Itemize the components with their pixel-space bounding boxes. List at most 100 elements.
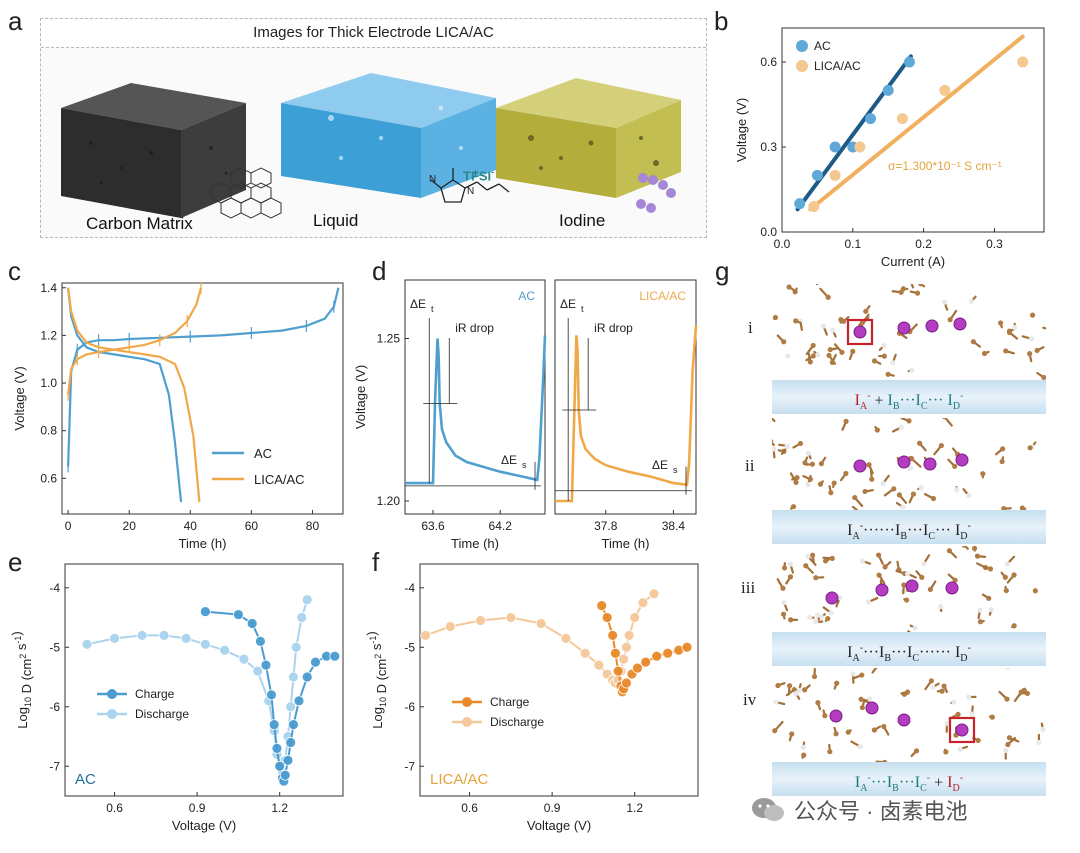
data-point xyxy=(180,632,192,644)
data-point xyxy=(475,615,486,626)
molecule-atom xyxy=(807,359,813,365)
data-point xyxy=(829,169,841,181)
data-point xyxy=(637,597,649,609)
data-point xyxy=(252,665,264,677)
molecule-atom xyxy=(1005,741,1011,748)
band-term: IA- xyxy=(854,391,871,413)
y-axis-label: Voltage (V) xyxy=(353,365,368,429)
molecule-atom xyxy=(839,349,845,355)
molecule-atom xyxy=(1003,587,1009,594)
molecule-atom xyxy=(815,352,821,358)
molecule-atom xyxy=(898,424,904,430)
legend-marker xyxy=(107,689,117,699)
molecule-atom xyxy=(908,465,914,471)
molecule-atom xyxy=(906,418,912,424)
fit-line-1 xyxy=(808,34,1025,212)
panel-a-images: Images for Thick Electrode LICA/AC xyxy=(40,18,707,238)
band-term: ······ ID- xyxy=(919,643,971,665)
molecule-atom xyxy=(827,749,833,755)
molecule-atom xyxy=(807,614,813,620)
molecule-atom xyxy=(942,299,948,305)
molecule-atom xyxy=(790,504,797,510)
molecule-atom xyxy=(773,699,779,705)
molecule-atom xyxy=(771,446,777,452)
molecule-bond xyxy=(909,280,915,289)
molecule-atom xyxy=(910,491,917,497)
molecule-atom xyxy=(927,586,933,593)
data-point xyxy=(271,743,283,754)
watermark-text: 公众号 · 卤素电池 xyxy=(794,799,968,824)
y-axis-label: Log10 D (cm2 s-1) xyxy=(9,631,34,729)
molecule-atom xyxy=(813,575,819,581)
molecule-atom xyxy=(881,353,887,359)
iodine-atom xyxy=(853,325,867,339)
y-tick-label: 0.3 xyxy=(760,140,777,154)
panel-label-b: b xyxy=(714,6,729,36)
molecule-atom xyxy=(947,317,953,323)
delta-es-sub: s xyxy=(673,465,678,475)
molecule-atom xyxy=(857,743,863,750)
molecule-atom xyxy=(998,320,1004,326)
molecule-atom xyxy=(943,749,949,755)
molecule-atom xyxy=(977,619,984,625)
molecule-atom xyxy=(793,690,799,697)
snapshot-i xyxy=(772,274,1053,381)
band-term: + xyxy=(930,774,948,792)
molecule-atom xyxy=(1019,505,1025,511)
molecule-atom xyxy=(817,481,824,487)
molecule-atom xyxy=(871,727,877,733)
legend-marker xyxy=(796,60,808,72)
molecule-atom xyxy=(1028,336,1035,342)
band-term: ···IB xyxy=(863,644,892,665)
electrode-label: AC xyxy=(75,771,96,788)
x-tick-label: 63.6 xyxy=(421,519,445,533)
data-point xyxy=(865,113,877,125)
molecule-atom xyxy=(905,571,911,577)
legend-marker xyxy=(796,40,808,52)
molecule-atom xyxy=(815,700,821,706)
x-axis-label: Time (h) xyxy=(179,536,227,551)
x-tick-label: 60 xyxy=(245,519,259,533)
molecule-atom xyxy=(1011,572,1017,578)
molecule-atom xyxy=(1036,739,1042,746)
molecule-atom xyxy=(989,714,995,720)
molecule-atom xyxy=(787,683,793,689)
iodine-atom xyxy=(925,319,939,333)
molecule-atom xyxy=(793,318,799,324)
plot-frame xyxy=(61,282,344,515)
data-point xyxy=(610,647,621,659)
y-tick-label: -5 xyxy=(49,640,60,654)
data-point xyxy=(829,141,841,153)
delta-et-sub: t xyxy=(581,304,584,314)
legend-label: LICA/AC xyxy=(814,59,861,73)
legend-label: Charge xyxy=(135,687,175,701)
data-point xyxy=(648,588,660,600)
molecule-atom xyxy=(780,611,787,617)
y-tick-label: 1.2 xyxy=(40,328,57,342)
molecule-atom xyxy=(1032,588,1038,594)
data-point xyxy=(279,769,291,781)
molecule-atom xyxy=(874,427,880,433)
iodine-atom xyxy=(865,701,879,715)
panel-label-d: d xyxy=(372,256,387,286)
data-point xyxy=(301,594,313,606)
molecule-atom xyxy=(966,492,972,499)
molecule-atom xyxy=(850,348,856,354)
data-point xyxy=(219,644,231,656)
molecule-atom xyxy=(977,607,983,613)
panel-title: AC xyxy=(518,289,535,303)
molecule-atom xyxy=(908,455,915,462)
iodine-cube xyxy=(496,78,681,198)
x-axis-label: Time (h) xyxy=(602,536,650,551)
x-tick-label: 1.2 xyxy=(271,801,288,815)
snapshot-ii xyxy=(766,412,1046,517)
caption-iodine: Iodine xyxy=(559,211,606,230)
y-tick-label: -4 xyxy=(49,581,60,595)
ir-drop-label: iR drop xyxy=(594,321,633,335)
legend-label: AC xyxy=(814,39,831,53)
molecule-atom xyxy=(980,471,986,477)
data-point xyxy=(632,662,643,674)
molecule-atom xyxy=(1006,735,1013,741)
iodine-atom xyxy=(953,317,967,331)
